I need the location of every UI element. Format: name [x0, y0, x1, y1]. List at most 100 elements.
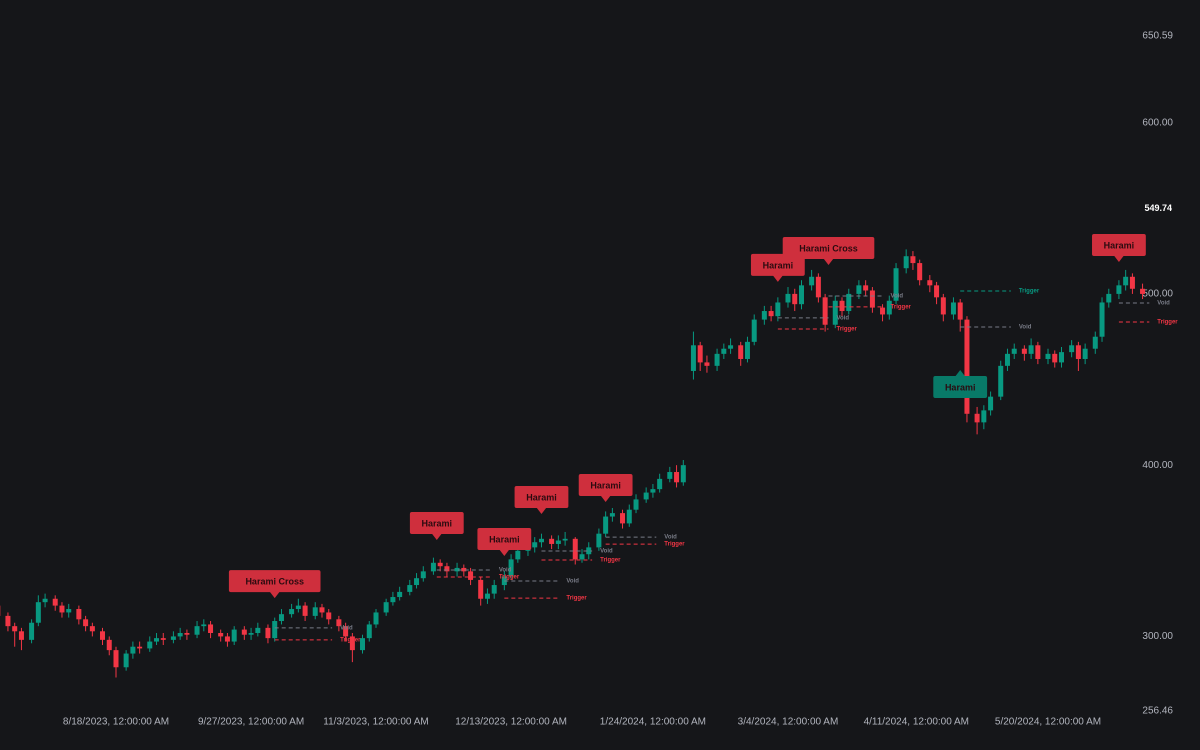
level-label: Void [664, 535, 677, 541]
candle-body [886, 300, 892, 315]
candle-body [194, 626, 200, 635]
candle-body [224, 636, 230, 642]
candle-body [123, 653, 129, 668]
candle-body [319, 607, 325, 613]
candle-body [815, 276, 821, 298]
level-label: Trigger [891, 304, 912, 310]
candle-body [89, 626, 95, 632]
candle-body [751, 319, 757, 342]
candle-body [609, 513, 615, 517]
candle-body [903, 256, 909, 269]
candle-body [738, 345, 744, 359]
candle-body [407, 585, 413, 592]
candle-body [981, 410, 987, 423]
candle-body [1028, 345, 1034, 354]
candle-body [603, 516, 609, 534]
level-label: Trigger [664, 542, 685, 548]
candle-body [880, 307, 886, 315]
candle-body [336, 619, 342, 627]
pattern-text: Harami [945, 382, 976, 392]
candle-body [839, 300, 845, 312]
candle-body [626, 509, 632, 524]
candle-body [366, 624, 372, 639]
candle-body [1082, 348, 1088, 359]
pattern-box [477, 527, 532, 550]
pattern-text: Harami [1104, 240, 1135, 250]
candle-body [690, 345, 696, 371]
candle-body [154, 638, 160, 642]
candle-body [917, 263, 923, 281]
candle-body [147, 641, 153, 649]
candle-body [106, 639, 112, 651]
candle-body [1140, 288, 1146, 294]
candle-body [454, 567, 460, 572]
candle-body [579, 554, 585, 560]
pattern-box [933, 375, 988, 398]
candle-body [667, 472, 673, 479]
candle-body [218, 633, 224, 637]
pattern-text: Harami Cross [245, 576, 304, 586]
candle-body [59, 605, 65, 613]
pattern-label: Harami [1092, 234, 1146, 263]
pattern-label: Harami Cross [782, 236, 875, 265]
candle-body [856, 285, 862, 294]
pattern-pointer [823, 258, 834, 265]
candle-body [289, 609, 295, 615]
candle-body [988, 396, 994, 411]
last-price-label: 549.74 [1144, 203, 1172, 213]
level-label: Void [600, 549, 613, 555]
candle-body [572, 538, 578, 560]
level-label: Trigger [566, 596, 587, 602]
candle-body [1106, 293, 1112, 303]
candle-body [704, 362, 710, 366]
candle-body [846, 293, 852, 312]
candle-body [76, 609, 82, 620]
pattern-label: Harami [933, 369, 988, 398]
y-tick-label: 300.00 [1142, 631, 1173, 642]
candle-body [680, 465, 686, 483]
candle-body [1052, 353, 1058, 363]
candle-body [343, 626, 349, 637]
pattern-text: Harami [590, 480, 621, 490]
candle-body [461, 567, 467, 572]
candle-body [633, 499, 639, 510]
candle-body [538, 538, 544, 543]
level-label: Trigger [1157, 320, 1178, 326]
candle-body [798, 285, 804, 305]
candle-body [940, 297, 946, 315]
candle-body [326, 612, 332, 620]
pattern-pointer [269, 591, 280, 599]
pattern-box [750, 253, 805, 276]
candle-body [1021, 348, 1027, 354]
candle-body [1123, 276, 1129, 286]
candle-body [383, 602, 389, 613]
candle-body [974, 413, 980, 423]
level-label: Trigger [340, 637, 361, 643]
candle-body [714, 353, 720, 366]
y-tick-label: 650.59 [1142, 31, 1173, 42]
candle-body [1116, 285, 1122, 294]
candle-body [130, 646, 136, 654]
candle-body [910, 256, 916, 264]
candle-body [265, 627, 271, 639]
level-label: Trigger [600, 558, 621, 564]
candle-body [809, 276, 815, 286]
candle-body [360, 638, 366, 651]
level-label: Void [1019, 325, 1032, 331]
x-tick-label: 1/24/2024, 12:00:00 AM [600, 717, 706, 728]
candle-body [562, 538, 568, 541]
pattern-pointer [600, 495, 611, 502]
candle-body [468, 571, 474, 580]
level-label: Void [1157, 301, 1170, 307]
candle-body [184, 633, 190, 635]
pattern-label: Harami [578, 473, 633, 502]
candle-body [822, 297, 828, 325]
candle-body [295, 605, 301, 610]
level-label: Void [837, 315, 850, 321]
pattern-text: Harami [422, 518, 453, 528]
candle-body [484, 593, 490, 599]
candle-body [349, 636, 355, 651]
pattern-label: Harami Cross [228, 570, 321, 599]
pattern-pointer [1113, 255, 1124, 263]
candle-body [869, 290, 875, 308]
